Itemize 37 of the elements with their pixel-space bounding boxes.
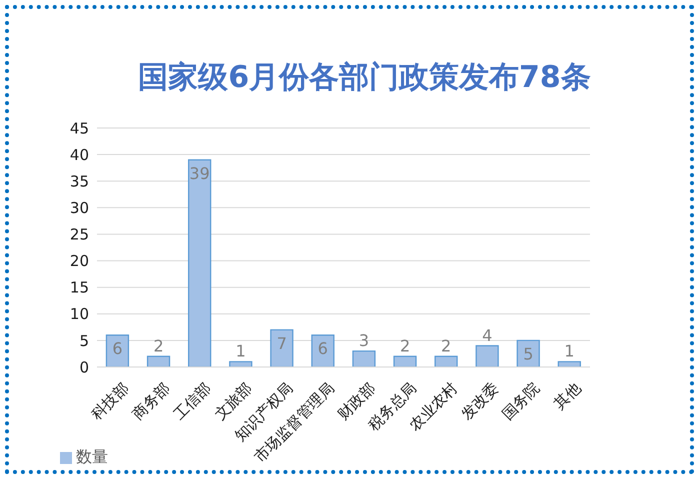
bar <box>476 345 499 367</box>
bar <box>434 356 458 367</box>
data-label: 1 <box>564 342 574 361</box>
legend-label: 数量 <box>76 447 108 466</box>
chart-title: 国家级6月份各部门政策发布78条 <box>137 59 592 97</box>
y-tick-label: 40 <box>70 146 89 164</box>
x-tick-label: 其他 <box>550 379 584 413</box>
data-label: 7 <box>276 334 287 353</box>
bar <box>146 356 170 367</box>
data-label: 6 <box>112 339 123 358</box>
data-label: 5 <box>523 344 534 364</box>
y-tick-label: 25 <box>70 226 89 244</box>
y-tick-label: 0 <box>79 358 89 376</box>
data-label: 4 <box>482 326 492 345</box>
y-tick-label: 30 <box>70 198 89 217</box>
bar <box>188 159 212 367</box>
bar <box>558 361 581 367</box>
y-tick-label: 10 <box>70 305 89 324</box>
data-label: 39 <box>189 164 210 183</box>
data-label: 3 <box>358 331 370 350</box>
bar <box>516 340 540 367</box>
bar <box>311 334 334 367</box>
bar <box>106 334 130 367</box>
y-tick-label: 15 <box>70 278 89 297</box>
data-label: 2 <box>400 336 410 356</box>
data-label: 1 <box>236 342 246 361</box>
y-tick-label: 35 <box>70 172 89 190</box>
data-label: 6 <box>318 339 328 358</box>
y-tick-label: 5 <box>79 332 89 350</box>
data-label: 2 <box>441 336 452 356</box>
bar <box>352 350 376 367</box>
bar <box>229 361 252 367</box>
bar <box>393 356 417 367</box>
data-label: 2 <box>153 336 164 356</box>
bar <box>270 329 294 367</box>
y-tick-label: 20 <box>70 252 89 270</box>
y-tick-label: 45 <box>70 119 89 138</box>
